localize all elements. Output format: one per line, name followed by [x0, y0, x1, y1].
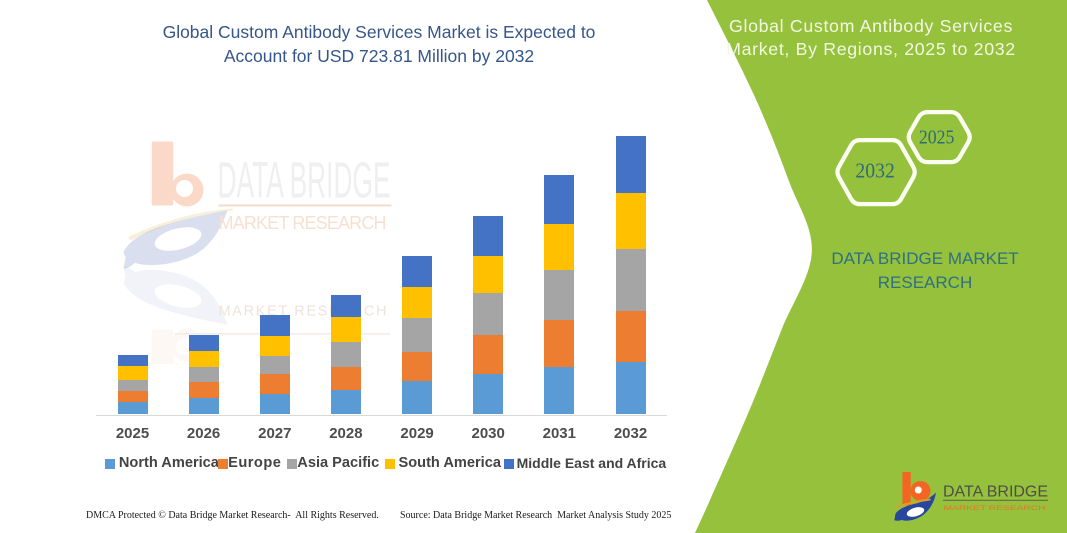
svg-text:2032: 2032 — [855, 159, 894, 183]
svg-text:MARKET RESEARCH: MARKET RESEARCH — [219, 213, 387, 233]
svg-text:2025: 2025 — [919, 126, 955, 148]
svg-text:DATA BRIDGE: DATA BRIDGE — [943, 484, 1048, 501]
svg-text:MARKET RESEARCH: MARKET RESEARCH — [944, 505, 1047, 512]
svg-text:DATA BRIDGE: DATA BRIDGE — [218, 152, 391, 209]
